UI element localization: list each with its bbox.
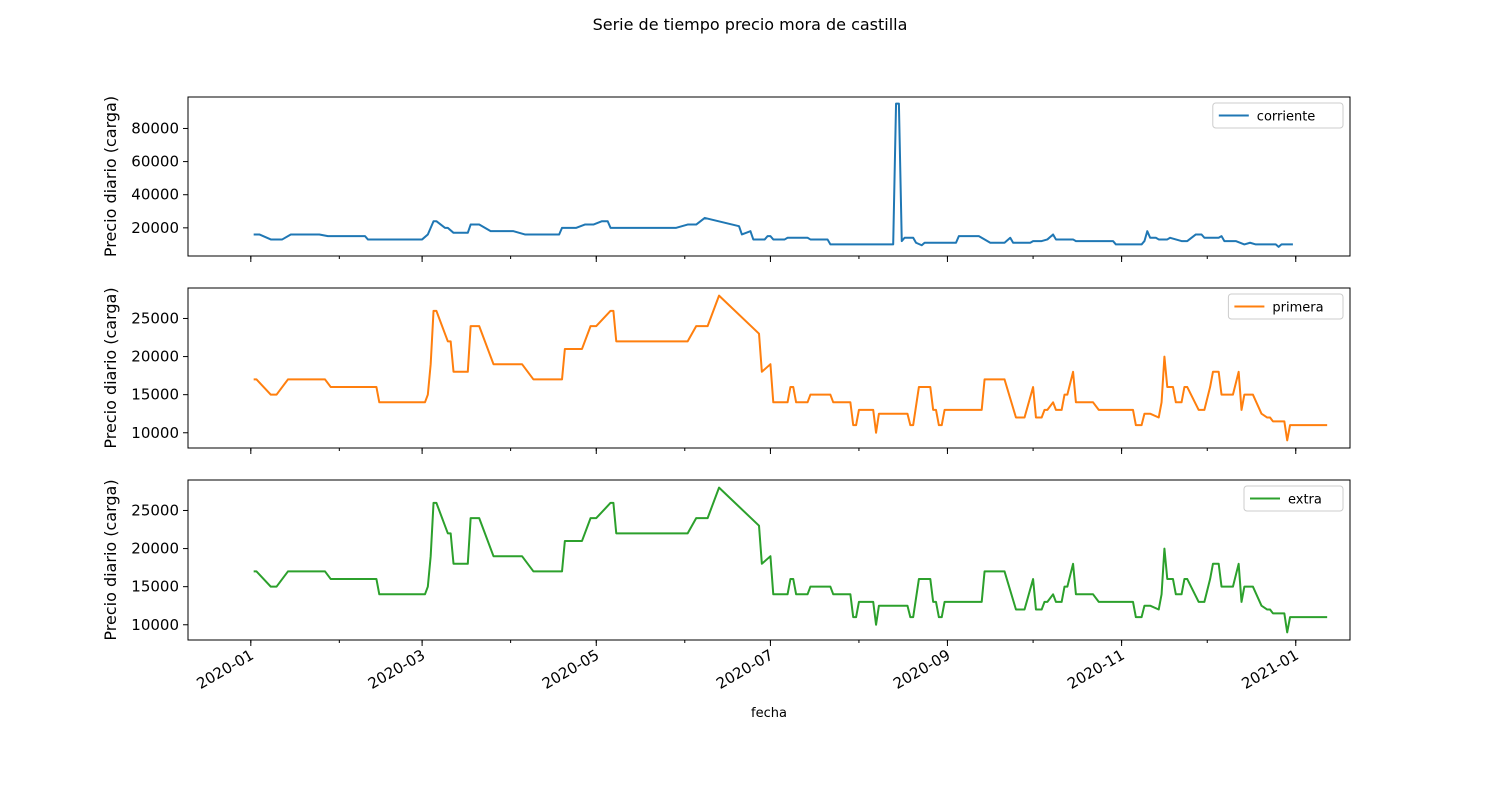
series-line-primera <box>253 294 1328 442</box>
subplot-2: 10000 15000 20000 25000 Precio diario (carga… <box>101 287 1351 454</box>
axes-frame <box>187 287 1351 449</box>
series-line-corriente <box>253 102 1293 248</box>
y-tick-label: 15000 <box>131 386 179 404</box>
y-axis-label: Precio diario (carga) <box>101 287 120 448</box>
legend-label-corriente: corriente <box>1257 110 1316 125</box>
y-tick-label: 40000 <box>131 186 179 204</box>
legend: corriente <box>1212 102 1344 129</box>
y-tick-label: 25000 <box>131 309 179 327</box>
legend: primera <box>1227 293 1344 320</box>
series-line-extra <box>253 486 1328 634</box>
legend-label-extra: extra <box>1288 493 1322 508</box>
legend-label-primera: primera <box>1272 301 1323 316</box>
y-tick-label: 10000 <box>131 424 179 442</box>
legend-box <box>1243 485 1344 512</box>
y-tick-label: 10000 <box>131 616 179 634</box>
legend-box <box>1227 293 1344 320</box>
axes-frame <box>187 96 1351 257</box>
y-tick-label: 20000 <box>131 219 179 237</box>
y-tick-label: 20000 <box>131 348 179 366</box>
x-axis-label: fecha <box>751 706 787 721</box>
chart-title: Serie de tiempo precio mora de castilla <box>593 15 908 34</box>
axes-frame <box>187 479 1351 641</box>
y-tick-label: 60000 <box>131 153 179 171</box>
y-tick-label: 80000 <box>131 119 179 137</box>
legend: extra <box>1243 485 1344 512</box>
y-tick-label: 20000 <box>131 540 179 558</box>
subplot-1: 20000 40000 60000 80000 Precio diario (carga… <box>101 96 1351 262</box>
y-tick-label: 25000 <box>131 501 179 519</box>
y-axis-label: Precio diario (carga) <box>101 479 120 640</box>
legend-box <box>1212 102 1344 129</box>
y-tick-label: 15000 <box>131 578 179 596</box>
y-axis-label: Precio diario (carga) <box>101 96 120 257</box>
